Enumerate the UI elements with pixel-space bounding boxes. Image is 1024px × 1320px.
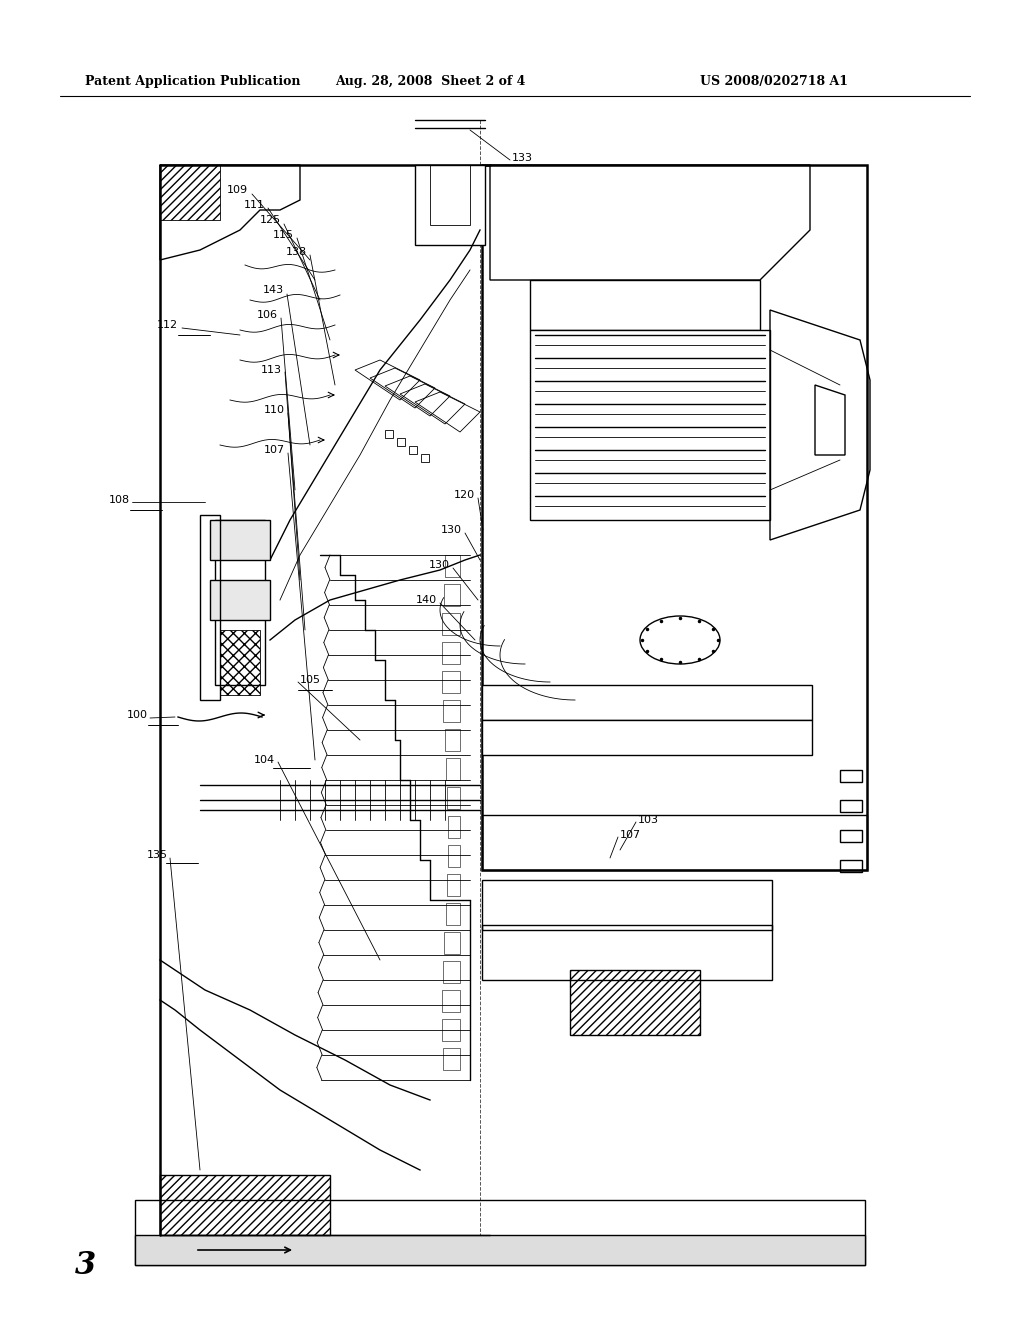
Bar — [210, 579, 270, 620]
Bar — [840, 830, 862, 842]
Bar — [444, 932, 460, 954]
Bar — [415, 165, 485, 246]
Bar — [409, 446, 417, 454]
Bar — [442, 671, 460, 693]
Text: 135: 135 — [147, 850, 168, 861]
Text: 111: 111 — [244, 201, 265, 210]
Bar — [447, 787, 460, 809]
Bar — [482, 814, 867, 870]
Bar — [385, 430, 393, 438]
Bar — [447, 874, 460, 896]
Bar — [840, 770, 862, 781]
Text: 138: 138 — [286, 247, 307, 257]
Bar — [446, 758, 460, 780]
Text: 125: 125 — [260, 215, 281, 224]
Text: US 2008/0202718 A1: US 2008/0202718 A1 — [700, 75, 848, 88]
Bar — [442, 612, 460, 635]
Bar — [430, 165, 470, 224]
Text: 143: 143 — [263, 285, 284, 294]
Text: 115: 115 — [273, 230, 294, 240]
Bar — [442, 642, 460, 664]
Text: 103: 103 — [638, 814, 659, 825]
Text: 113: 113 — [261, 366, 282, 375]
Text: 100: 100 — [127, 710, 148, 719]
Bar — [447, 845, 460, 867]
Text: 120: 120 — [454, 490, 475, 500]
Bar — [135, 1236, 865, 1265]
Bar — [442, 1048, 460, 1071]
Bar — [160, 165, 220, 220]
Text: 107: 107 — [264, 445, 285, 455]
Text: 109: 109 — [227, 185, 248, 195]
Bar — [840, 861, 862, 873]
Text: 133: 133 — [512, 153, 534, 162]
Bar — [210, 520, 270, 560]
Bar — [482, 880, 772, 931]
Bar — [443, 961, 460, 983]
Text: 105: 105 — [300, 675, 321, 685]
Bar — [200, 515, 220, 700]
Text: 110: 110 — [264, 405, 285, 414]
Bar — [482, 925, 772, 979]
Bar — [215, 520, 265, 685]
Bar — [443, 700, 460, 722]
Bar — [445, 903, 460, 925]
Bar — [445, 554, 460, 577]
Bar — [570, 970, 700, 1035]
Bar — [840, 800, 862, 812]
Bar — [421, 454, 429, 462]
Text: 3: 3 — [75, 1250, 96, 1280]
Bar — [397, 438, 406, 446]
Bar — [160, 1175, 330, 1236]
Bar — [135, 1200, 865, 1265]
Text: Aug. 28, 2008  Sheet 2 of 4: Aug. 28, 2008 Sheet 2 of 4 — [335, 75, 525, 88]
Bar — [444, 729, 460, 751]
Text: 106: 106 — [257, 310, 278, 319]
Text: 130: 130 — [429, 560, 450, 570]
Bar — [442, 1019, 460, 1041]
Text: 104: 104 — [254, 755, 275, 766]
Text: 108: 108 — [109, 495, 130, 506]
Bar — [482, 165, 867, 870]
Text: 130: 130 — [441, 525, 462, 535]
Text: 112: 112 — [157, 319, 178, 330]
Text: 140: 140 — [416, 595, 437, 605]
Bar — [530, 330, 770, 520]
Text: 107: 107 — [620, 830, 641, 840]
Bar — [482, 685, 812, 719]
Text: Patent Application Publication: Patent Application Publication — [85, 75, 300, 88]
Bar — [220, 630, 260, 696]
Bar — [447, 816, 460, 838]
Bar — [442, 990, 460, 1012]
Bar — [443, 583, 460, 606]
Bar — [482, 719, 812, 755]
